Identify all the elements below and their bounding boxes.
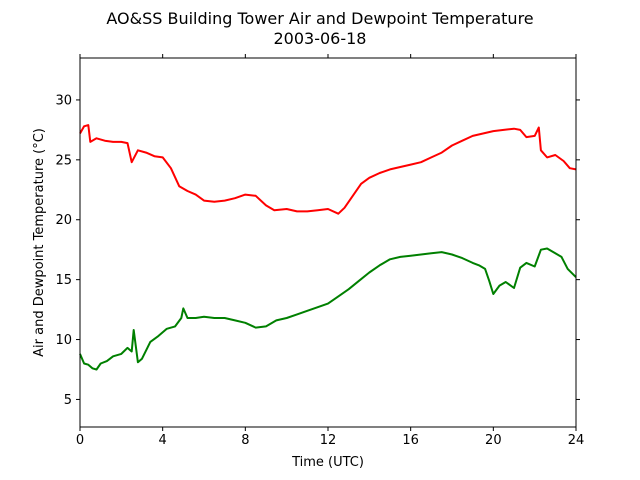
series-line-2 [79, 247, 577, 371]
x-tick-label: 12 [320, 433, 337, 448]
chart-subtitle: 2003-06-18 [273, 29, 367, 48]
y-axis: 5 10 15 20 25 30 [55, 93, 580, 408]
chart-title: AO&SS Building Tower Air and Dewpoint Te… [106, 9, 534, 28]
y-axis-label: Air and Dewpoint Temperature (°C) [32, 128, 47, 357]
x-tick-label: 0 [76, 433, 84, 448]
y-tick-label: 30 [55, 93, 72, 108]
y-tick-label: 10 [55, 333, 72, 348]
x-axis-label: Time (UTC) [291, 455, 364, 470]
y-tick-label: 5 [64, 393, 72, 408]
plot-frame [79, 57, 577, 428]
x-tick-label: 20 [485, 433, 502, 448]
y-tick-label: 15 [55, 273, 72, 288]
x-axis: 0 4 8 12 16 20 24 [76, 54, 584, 448]
x-tick-label: 8 [241, 433, 249, 448]
y-tick-label: 20 [55, 213, 72, 228]
x-tick-label: 4 [159, 433, 167, 448]
series-line-1 [79, 124, 577, 215]
x-tick-label: 24 [568, 433, 585, 448]
y-tick-label: 25 [55, 153, 72, 168]
x-tick-label: 16 [402, 433, 419, 448]
